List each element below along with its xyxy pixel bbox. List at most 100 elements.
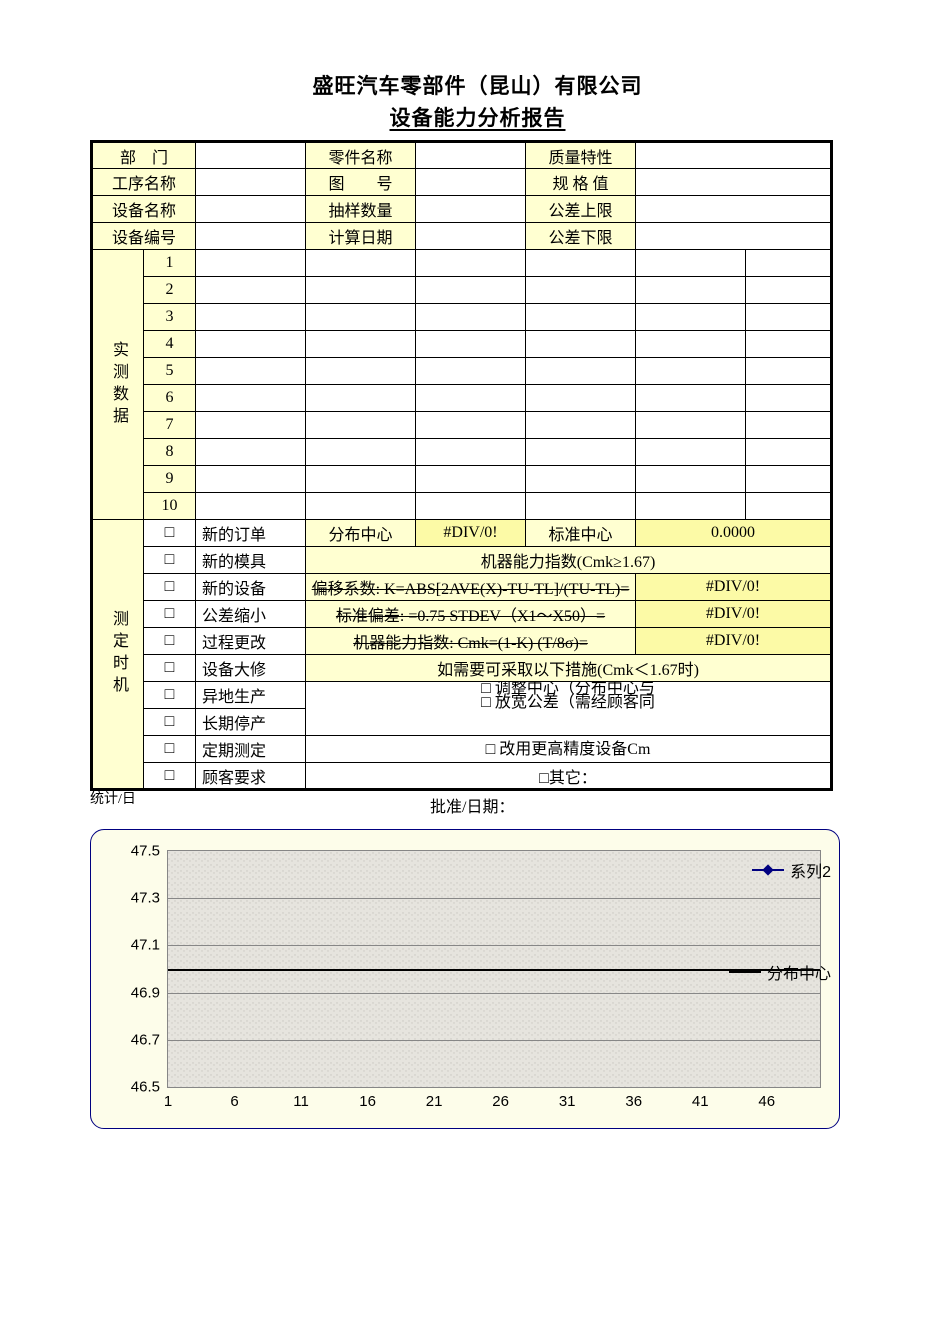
timing-option: 过程更改 bbox=[196, 628, 306, 655]
data-row-no: 4 bbox=[144, 331, 196, 358]
timing-checkbox[interactable]: □ bbox=[144, 601, 196, 628]
data-cell[interactable] bbox=[636, 250, 746, 277]
val-s: #DIV/0! bbox=[636, 601, 832, 628]
val-calc-date[interactable] bbox=[416, 223, 526, 250]
timing-checkbox[interactable]: □ bbox=[144, 628, 196, 655]
y-axis-label: 47.3 bbox=[131, 890, 160, 907]
capability-form: 部 门 零件名称 质量特性 工序名称 图 号 规 格 值 设备名称 抽样数量 公… bbox=[90, 140, 833, 791]
timing-option: 新的模具 bbox=[196, 547, 306, 574]
timing-checkbox[interactable]: □ bbox=[144, 655, 196, 682]
timing-checkbox[interactable]: □ bbox=[144, 547, 196, 574]
timing-option: 公差缩小 bbox=[196, 601, 306, 628]
data-row-no: 8 bbox=[144, 439, 196, 466]
data-row-no: 2 bbox=[144, 277, 196, 304]
val-spec[interactable] bbox=[636, 169, 832, 196]
val-process[interactable] bbox=[196, 169, 306, 196]
label-part-name: 零件名称 bbox=[306, 142, 416, 169]
plot-area: 47.547.347.146.946.746.51611162126313641… bbox=[167, 850, 821, 1088]
data-row-no: 1 bbox=[144, 250, 196, 277]
val-part-name[interactable] bbox=[416, 142, 526, 169]
y-axis-label: 46.9 bbox=[131, 984, 160, 1001]
data-row-no: 7 bbox=[144, 412, 196, 439]
x-axis-label: 31 bbox=[559, 1093, 576, 1110]
timing-option: 异地生产 bbox=[196, 682, 306, 709]
timing-option: 顾客要求 bbox=[196, 763, 306, 790]
timing-checkbox[interactable]: □ bbox=[144, 763, 196, 790]
x-axis-label: 26 bbox=[492, 1093, 509, 1110]
label-measured-data: 实测数据 bbox=[92, 250, 144, 520]
val-lsl[interactable] bbox=[636, 223, 832, 250]
timing-checkbox[interactable]: □ bbox=[144, 709, 196, 736]
timing-checkbox[interactable]: □ bbox=[144, 736, 196, 763]
label-quality-char: 质量特性 bbox=[526, 142, 636, 169]
x-axis-label: 11 bbox=[293, 1093, 309, 1110]
x-axis-label: 6 bbox=[230, 1093, 238, 1110]
y-axis-label: 47.5 bbox=[131, 843, 160, 860]
cmk-formula: 机器能力指数: Cmk=(1-K) (T/8σ)= bbox=[306, 628, 636, 655]
x-axis-label: 16 bbox=[359, 1093, 376, 1110]
timing-option: 设备大修 bbox=[196, 655, 306, 682]
label-department: 部 门 bbox=[92, 142, 196, 169]
val-dist-center: #DIV/0! bbox=[416, 520, 526, 547]
approve-date-label: 批准/日期： bbox=[430, 793, 514, 817]
val-cmk: #DIV/0! bbox=[636, 628, 832, 655]
label-drawing: 图 号 bbox=[306, 169, 416, 196]
y-axis-label: 47.1 bbox=[131, 937, 160, 954]
label-equip-no: 设备编号 bbox=[92, 223, 196, 250]
val-drawing[interactable] bbox=[416, 169, 526, 196]
series-marker-icon bbox=[752, 869, 784, 871]
val-usl[interactable] bbox=[636, 196, 832, 223]
label-dist-center: 分布中心 bbox=[306, 520, 416, 547]
val-department[interactable] bbox=[196, 142, 306, 169]
label-std-center: 标准中心 bbox=[526, 520, 636, 547]
val-k: #DIV/0! bbox=[636, 574, 832, 601]
data-cell[interactable] bbox=[306, 250, 416, 277]
timing-checkbox[interactable]: □ bbox=[144, 682, 196, 709]
label-process: 工序名称 bbox=[92, 169, 196, 196]
center-line-icon bbox=[729, 971, 761, 973]
data-row-no: 3 bbox=[144, 304, 196, 331]
report-title: 设备能力分析报告 bbox=[90, 102, 865, 132]
x-axis-label: 41 bbox=[692, 1093, 709, 1110]
data-cell[interactable] bbox=[746, 250, 832, 277]
s-formula: 标准偏差: =0.75 STDEV（X1～X50）= bbox=[306, 601, 636, 628]
timing-option: 新的订单 bbox=[196, 520, 306, 547]
distribution-center-line bbox=[168, 969, 820, 971]
legend-series2: 系列2 bbox=[752, 858, 831, 882]
label-lsl: 公差下限 bbox=[526, 223, 636, 250]
cmk-section-title: 机器能力指数(Cmk≥1.67) bbox=[306, 547, 832, 574]
cmk-chart: 47.547.347.146.946.746.51611162126313641… bbox=[90, 829, 840, 1129]
timing-option: 定期测定 bbox=[196, 736, 306, 763]
label-sample-qty: 抽样数量 bbox=[306, 196, 416, 223]
company-title: 盛旺汽车零部件（昆山）有限公司 bbox=[90, 70, 865, 100]
label-equip-name: 设备名称 bbox=[92, 196, 196, 223]
data-cell[interactable] bbox=[526, 250, 636, 277]
label-timing: 测定时机 bbox=[92, 520, 144, 790]
timing-option: 新的设备 bbox=[196, 574, 306, 601]
data-cell[interactable] bbox=[196, 250, 306, 277]
x-axis-label: 1 bbox=[164, 1093, 172, 1110]
k-formula: 偏移系数: K=ABS[2AVE(X)-TU-TL]/(TU-TL)= bbox=[306, 574, 636, 601]
timing-checkbox[interactable]: □ bbox=[144, 574, 196, 601]
val-quality-char[interactable] bbox=[636, 142, 832, 169]
data-row-no: 6 bbox=[144, 385, 196, 412]
val-std-center: 0.0000 bbox=[636, 520, 832, 547]
measure-3[interactable]: □ 改用更高精度设备Cm bbox=[306, 736, 832, 763]
val-sample-qty[interactable] bbox=[416, 196, 526, 223]
y-axis-label: 46.5 bbox=[131, 1079, 160, 1096]
label-usl: 公差上限 bbox=[526, 196, 636, 223]
stats-date-label: 统计/日 bbox=[90, 793, 190, 817]
measure-1-2[interactable]: □ 调整中心（分布中心与 □ 放宽公差（需经顾客同 bbox=[306, 682, 832, 736]
x-axis-label: 21 bbox=[426, 1093, 443, 1110]
val-equip-no[interactable] bbox=[196, 223, 306, 250]
measures-title: 如需要可采取以下措施(Cmk＜1.67时) bbox=[306, 655, 832, 682]
val-equip-name[interactable] bbox=[196, 196, 306, 223]
data-cell[interactable] bbox=[416, 250, 526, 277]
measure-4[interactable]: □其它： bbox=[306, 763, 832, 790]
timing-checkbox[interactable]: □ bbox=[144, 520, 196, 547]
x-axis-label: 46 bbox=[758, 1093, 775, 1110]
y-axis-label: 46.7 bbox=[131, 1031, 160, 1048]
x-axis-label: 36 bbox=[625, 1093, 642, 1110]
data-row-no: 10 bbox=[144, 493, 196, 520]
data-row-no: 9 bbox=[144, 466, 196, 493]
